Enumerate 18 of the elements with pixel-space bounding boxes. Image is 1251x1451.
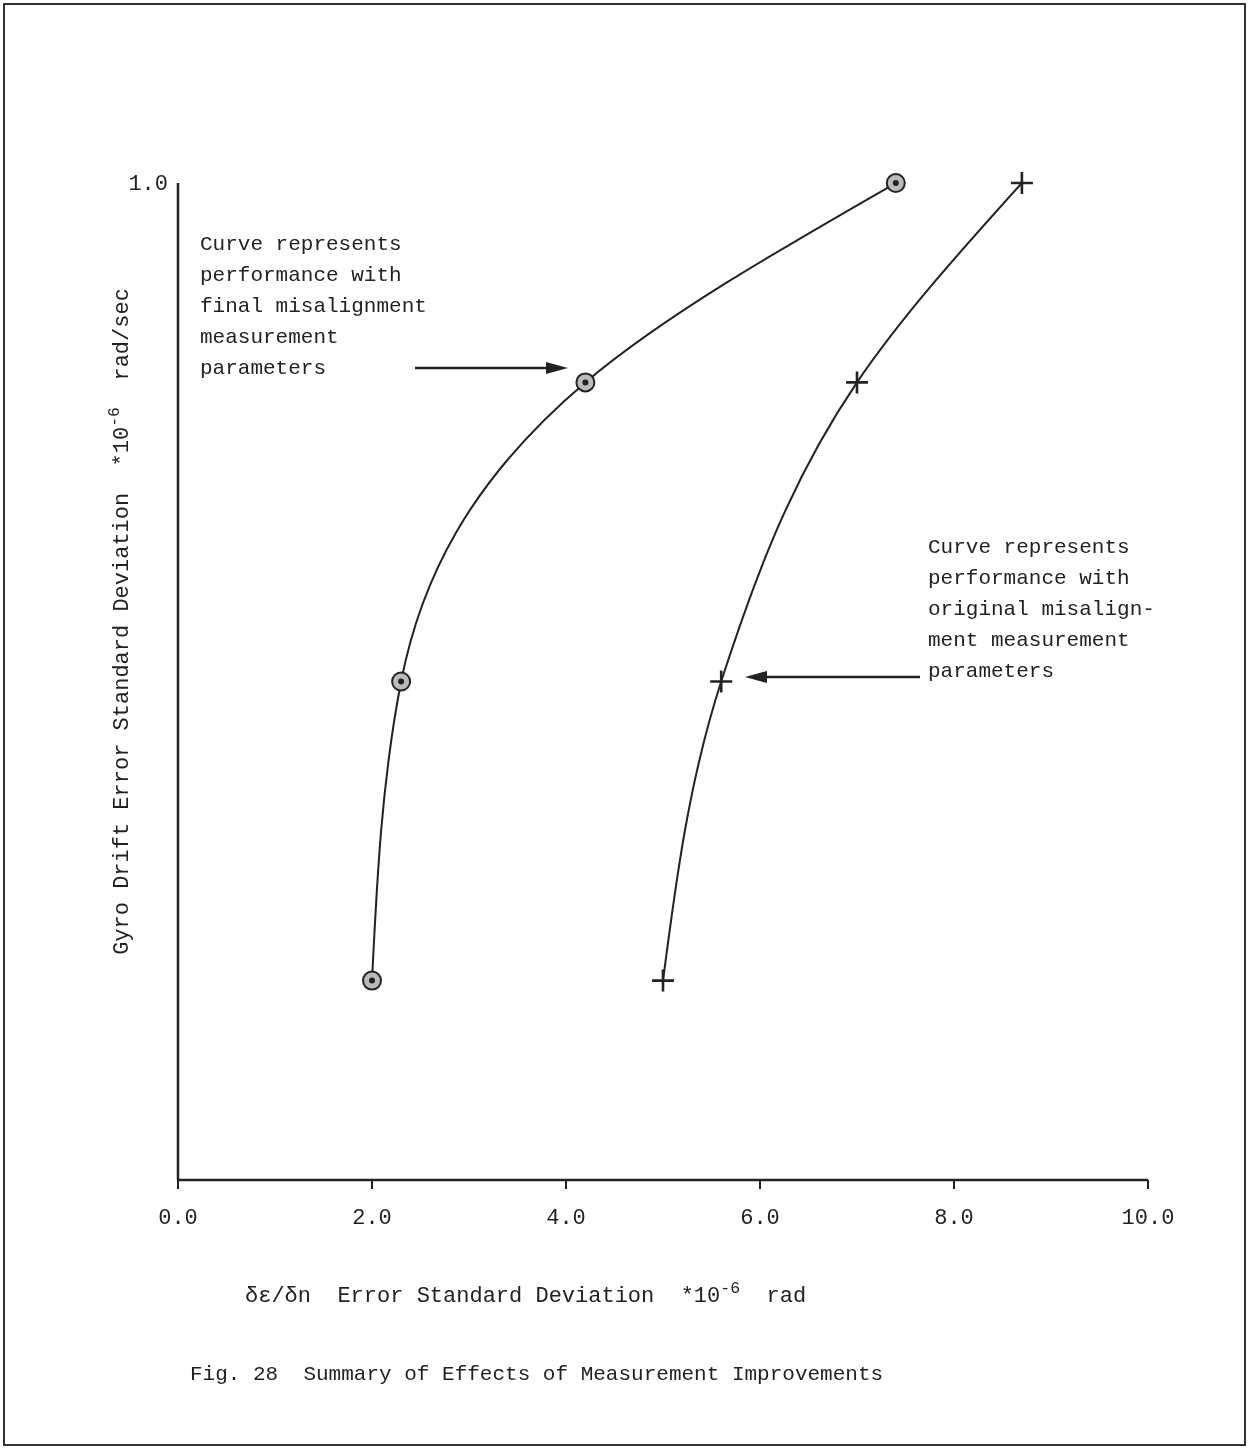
point — [846, 371, 868, 394]
annotation: Curve represents performance with original misalign- ment measurement parameters — [928, 536, 1155, 683]
x-tick-label: 8.0 — [934, 1206, 974, 1231]
text: 1.0 — [128, 172, 168, 197]
x-tick-label: 2.0 — [352, 1206, 392, 1231]
point — [575, 372, 596, 393]
x-tick-label: 10.0 — [1121, 1206, 1175, 1231]
caption: Fig. 28 Summary of Effects of Measurement Improvements — [190, 1363, 884, 1386]
point — [885, 173, 906, 193]
annotation: Curve represents performance with final misalignment measurement parameters — [200, 233, 427, 380]
text: δε/δn Error Standard Deviation *10$^{-6}$ rad — [245, 1278, 807, 1309]
point — [362, 970, 382, 991]
point — [391, 671, 412, 692]
x-tick-label: 4.0 — [546, 1206, 586, 1231]
x-tick-label: 6.0 — [740, 1206, 780, 1231]
x-tick-label: 0.0 — [158, 1206, 198, 1231]
point — [652, 969, 674, 992]
point — [710, 670, 733, 693]
